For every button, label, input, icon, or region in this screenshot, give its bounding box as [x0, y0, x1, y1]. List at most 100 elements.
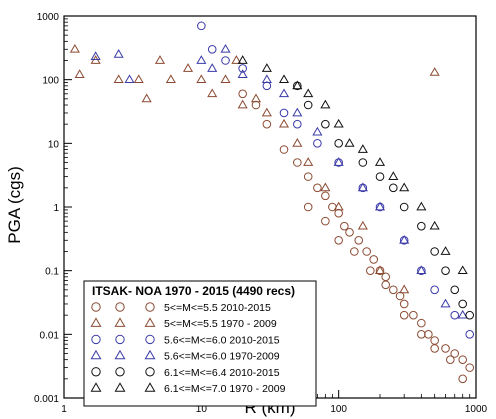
data-point-circle: [358, 158, 368, 167]
data-point-circle: [450, 310, 460, 320]
data-point-circle: [303, 100, 313, 110]
data-point-triangle: [357, 144, 368, 153]
legend-entry-label: 5<=M<=5.5 2010-2015: [164, 302, 271, 314]
data-point-circle: [450, 285, 460, 295]
data-point-triangle: [440, 246, 451, 255]
y-tick-label: 0.001: [34, 394, 59, 405]
legend-marker: [91, 334, 101, 345]
axis-ticks: 1 10 100 1000 0.001 0.01 0.1 1 10 100 1000: [34, 12, 488, 415]
data-point-triangle: [333, 201, 344, 211]
data-point-circle: [350, 247, 359, 256]
data-point-triangle: [133, 74, 144, 84]
data-point-circle: [366, 266, 375, 275]
data-point-triangle: [165, 74, 176, 84]
data-point-triangle: [113, 74, 124, 84]
data-point-triangle: [74, 69, 85, 79]
data-point-circle: [409, 310, 418, 320]
legend-marker: [115, 302, 125, 312]
data-point-circle: [313, 139, 322, 148]
data-points: [69, 21, 475, 384]
data-point-triangle: [278, 118, 290, 128]
data-point-circle: [446, 355, 455, 364]
data-point-triangle: [388, 171, 399, 181]
data-point-circle: [321, 216, 330, 226]
data-point-triangle: [357, 220, 368, 230]
data-point-triangle: [399, 234, 410, 244]
data-point-circle: [321, 191, 330, 201]
data-point-triangle: [333, 118, 344, 128]
data-point-circle: [424, 330, 433, 339]
data-point-triangle: [399, 182, 410, 192]
data-point-circle: [465, 363, 475, 372]
data-point-circle: [262, 119, 272, 129]
x-tick-label: 10: [196, 404, 208, 415]
x-tick-label: 1000: [465, 404, 488, 415]
data-point-circle: [238, 64, 247, 73]
data-point-triangle: [261, 74, 272, 84]
data-point-triangle: [457, 265, 468, 275]
data-point-triangle: [220, 43, 231, 53]
legend-marker: [145, 302, 155, 312]
legend-entry-label: 5.6<=M<=6.0 2010-2015: [164, 334, 280, 346]
legend-marker: [114, 349, 126, 360]
legend-marker: [145, 367, 155, 377]
data-point-triangle: [416, 201, 427, 211]
data-point-triangle: [292, 138, 303, 147]
data-point-triangle: [429, 67, 440, 76]
y-tick-label: 10: [48, 139, 60, 150]
data-point-triangle: [357, 182, 368, 192]
data-point-circle: [345, 228, 354, 237]
data-point-circle: [430, 247, 439, 256]
data-point-circle: [334, 139, 343, 148]
data-point-circle: [197, 21, 206, 31]
legend-title: ITSAK- NOA 1970 - 2015 (4490 recs): [92, 284, 295, 298]
data-point-triangle: [278, 88, 290, 98]
y-tick-label: 100: [42, 76, 59, 87]
data-point-triangle: [237, 55, 248, 64]
data-point-circle: [340, 221, 349, 231]
data-point-triangle: [220, 74, 231, 84]
data-point-circle: [399, 202, 409, 212]
data-point-triangle: [399, 284, 410, 294]
data-point-triangle: [231, 55, 242, 64]
data-point-triangle: [196, 74, 207, 84]
legend-entry-label: 5<=M<=5.5 1970 - 2009: [164, 318, 277, 330]
data-point-circle: [465, 310, 475, 320]
data-point-circle: [262, 81, 272, 91]
data-point-circle: [417, 318, 426, 328]
data-point-triangle: [440, 298, 451, 308]
data-point-circle: [458, 374, 467, 384]
data-point-triangle: [374, 265, 386, 275]
legend-marker: [115, 334, 125, 345]
data-point-circle: [375, 172, 385, 181]
data-point-circle: [279, 108, 289, 118]
legend-marker: [90, 317, 102, 327]
legend-entry-label: 6.1<=M<=6.4 2010-2015: [164, 367, 280, 379]
data-point-triangle: [303, 157, 314, 166]
data-point-triangle: [261, 63, 272, 72]
data-point-triangle: [374, 157, 386, 166]
data-point-triangle: [333, 157, 344, 166]
data-point-triangle: [320, 99, 331, 109]
data-point-circle: [389, 183, 398, 193]
data-point-circle: [279, 145, 289, 154]
legend-marker: [90, 349, 102, 360]
legend-box: [83, 280, 317, 407]
data-point-triangle: [292, 107, 303, 117]
data-point-circle: [389, 285, 398, 295]
data-point-triangle: [237, 69, 248, 79]
legend-marker: [145, 334, 155, 345]
data-point-circle: [441, 344, 450, 353]
legend-marker: [90, 382, 102, 392]
data-point-triangle: [154, 55, 166, 64]
data-point-triangle: [250, 93, 262, 103]
data-point-circle: [303, 172, 313, 181]
data-point-triangle: [261, 107, 272, 117]
data-point-circle: [207, 44, 217, 54]
data-point-circle: [381, 280, 390, 290]
data-point-circle: [251, 100, 261, 110]
y-axis-label: PGA (cgs): [5, 166, 24, 243]
legend-marker: [91, 367, 101, 377]
data-point-triangle: [69, 43, 80, 53]
legend-marker: [91, 302, 101, 312]
